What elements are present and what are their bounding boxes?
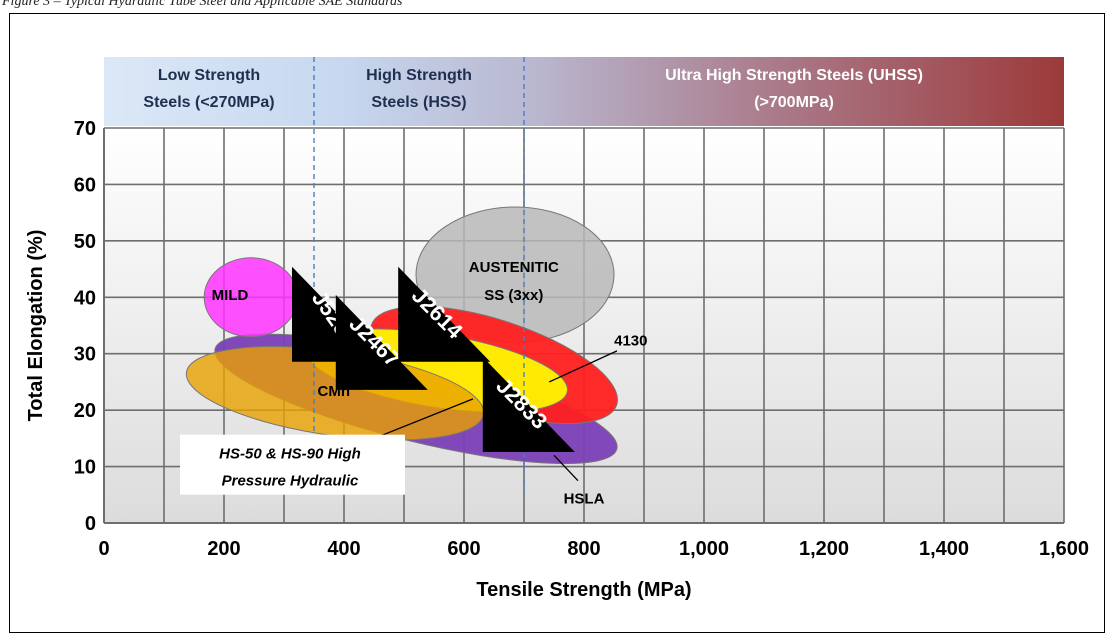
- annotation-line2: Pressure Hydraulic: [222, 473, 359, 490]
- strength-bands: Low Strength Steels (<270MPa) High Strengt…: [104, 57, 1064, 126]
- x-tick-label: 400: [327, 538, 360, 560]
- x-tick-label: 200: [207, 538, 240, 560]
- band-label-0-line2: Steels (<270MPa): [143, 94, 274, 111]
- annotations: HS-50 & HS-90 High Pressure Hydraulic: [180, 350, 618, 495]
- axes: 0 200 400 600 800 1,000 1,200 1,400 1,600 0 10 20 30…: [25, 118, 1089, 601]
- x-tick-label: 1,000: [679, 538, 729, 560]
- band-label-1-line2: Steels (HSS): [371, 94, 466, 111]
- standard-triangle: [335, 294, 428, 390]
- region-label-2: AUSTENITIC: [469, 259, 559, 276]
- figure-caption: Figure 3 – Typical Hydraulic Tube Steel …: [2, 0, 403, 9]
- y-axis-title: Total Elongation (%): [25, 230, 47, 422]
- y-tick-label: 70: [74, 118, 96, 140]
- y-tick-label: 20: [74, 400, 96, 422]
- leader-hsla: [553, 454, 579, 482]
- band-label-2-line2: (>700MPa): [754, 94, 834, 111]
- x-tick-label: 1,600: [1039, 538, 1089, 560]
- band-label-2-line1: Ultra High Strength Steels (UHSS): [665, 67, 923, 84]
- x-tick-label: 1,400: [919, 538, 969, 560]
- standard-triangle: [482, 357, 575, 452]
- chart-frame: [9, 13, 1105, 633]
- y-tick-label: 30: [74, 344, 96, 366]
- x-axis-title: Tensile Strength (MPa): [476, 579, 691, 601]
- region-label-4: 4130: [614, 332, 647, 349]
- annotation-background: [180, 434, 405, 495]
- y-tick-label: 60: [74, 174, 96, 196]
- region-label-3: SS (3xx): [484, 287, 543, 304]
- band-label-0-line1: Low Strength: [158, 67, 260, 84]
- annotation-line1: HS-50 & HS-90 High: [219, 446, 361, 463]
- band-label-1-line1: High Strength: [366, 67, 472, 84]
- x-tick-label: 0: [98, 538, 109, 560]
- x-tick-label: 800: [567, 538, 600, 560]
- y-tick-label: 10: [74, 457, 96, 479]
- leader-4130: [548, 350, 618, 383]
- region-label-0: MILD: [212, 287, 249, 304]
- y-tick-label: 50: [74, 231, 96, 253]
- standard-triangle: [398, 266, 491, 362]
- y-tick-label: 40: [74, 287, 96, 309]
- band-background: [104, 57, 1064, 126]
- x-tick-label: 600: [447, 538, 480, 560]
- y-tick-label: 0: [85, 513, 96, 535]
- region-label-5: HSLA: [564, 490, 605, 507]
- x-tick-label: 1,200: [799, 538, 849, 560]
